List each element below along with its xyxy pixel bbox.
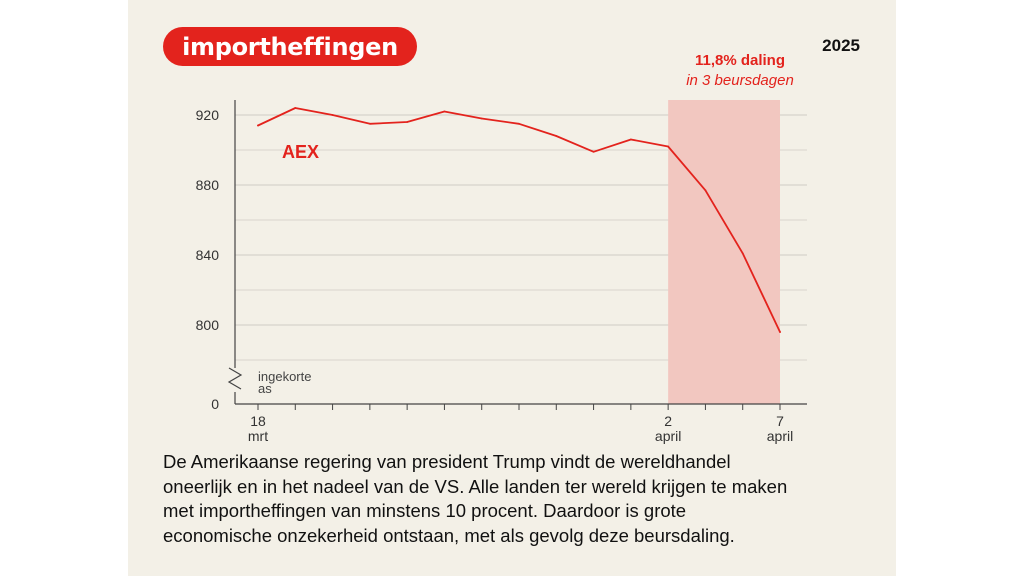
caption-line-4: economische onzekerheid ontstaan, met al… [163,524,735,546]
decline-subcallout: in 3 beursdagen [686,72,794,89]
aex-point [294,107,297,109]
aex-point [518,122,520,125]
x-tick-label: april [767,428,793,444]
aex-point [443,110,446,113]
aex-point [667,145,670,148]
caption-line-3: met importheffingen van minstens 10 proc… [163,500,687,521]
x-tick-label: mrt [248,428,268,444]
caption-line-1: De Amerikaanse regering van president Tr… [163,451,731,472]
aex-point [629,138,632,141]
broken-axis-label: ingekorte [258,369,311,384]
aex-point [257,124,259,127]
broken-axis-label: as [258,381,272,396]
topic-pill: importheffingen [163,27,417,66]
x-tick-label: 18 [250,413,266,429]
aex-point [704,189,707,192]
y-tick-label: 840 [196,247,220,263]
y-tick-label: 880 [196,177,220,193]
decline-callout: 11,8% daling [694,52,786,69]
x-tick-label: april [655,428,681,444]
x-tick-label: 7 [776,413,784,429]
highlight-band [668,100,780,404]
topic-label: importheffingen [182,32,398,61]
caption: De Amerikaanse regering van president Tr… [163,450,863,548]
year-label: 2025 [822,36,860,55]
caption-line-2: oneerlijk en in het nadeel van de VS. Al… [163,475,788,497]
aex-point [741,252,744,255]
aex-point [406,121,409,123]
aex-point [779,331,781,333]
aex-point [480,117,483,120]
aex-point [331,114,334,116]
y-tick-label-zero: 0 [211,396,219,412]
aex-point [368,122,371,125]
aex-point [555,135,558,137]
aex-point [592,150,595,153]
y-tick-label: 920 [196,107,220,123]
x-tick-label: 2 [664,413,672,429]
axis-break-icon [227,367,243,390]
aex-line-chart: 9208808408000ingekorteas18mrt2april7apri… [196,100,807,444]
series-label-aex: AEX [282,142,319,162]
y-tick-label: 800 [196,317,220,333]
